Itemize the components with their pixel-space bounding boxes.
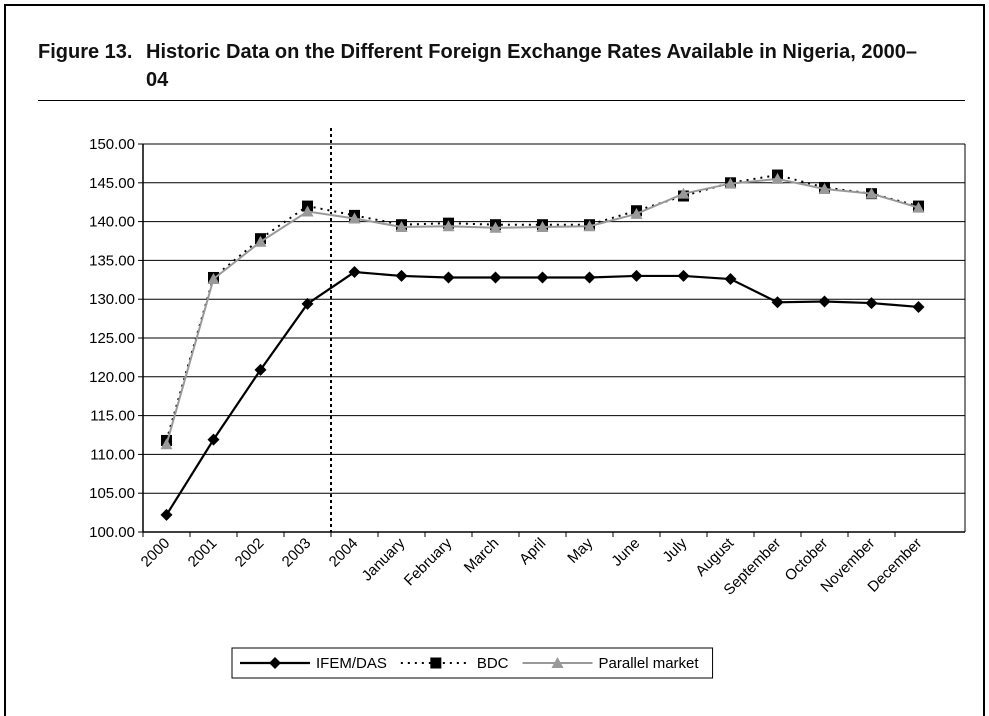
page-frame — [4, 4, 985, 716]
y-tick-label: 135.00 — [89, 252, 135, 269]
marker — [489, 221, 502, 233]
x-tick-label: 2002 — [232, 535, 268, 571]
marker — [254, 235, 267, 247]
marker — [395, 269, 408, 282]
x-tick-label: 2003 — [279, 535, 315, 571]
marker — [160, 508, 173, 521]
marker — [207, 273, 220, 285]
marker — [254, 363, 267, 376]
y-tick-label: 140.00 — [89, 214, 135, 231]
marker — [912, 300, 925, 313]
marker — [395, 221, 408, 233]
x-tick-label: February — [401, 534, 456, 589]
x-tick-label: 2001 — [185, 535, 221, 571]
marker — [551, 657, 564, 668]
marker — [724, 273, 737, 286]
legend-label: Parallel market — [599, 655, 700, 672]
series-line — [165, 174, 919, 441]
x-tick-label: June — [608, 535, 643, 570]
marker — [865, 187, 878, 199]
marker — [677, 269, 690, 282]
marker — [912, 201, 925, 213]
legend: IFEM/DAS BDC Parallel market — [231, 647, 714, 679]
legend-label: BDC — [477, 655, 509, 672]
marker — [771, 172, 784, 184]
marker — [442, 271, 455, 284]
marker — [583, 220, 596, 232]
y-tick-label: 130.00 — [89, 291, 135, 308]
x-tick-label: May — [564, 534, 596, 566]
x-tick-label: 2000 — [138, 535, 174, 571]
marker — [583, 271, 596, 284]
y-tick-label: 150.00 — [89, 136, 135, 153]
marker — [818, 183, 831, 195]
y-tick-label: 145.00 — [89, 175, 135, 192]
x-tick-label: April — [516, 535, 549, 568]
marker — [771, 296, 784, 309]
chart-title: Historic Data on the Different Foreign E… — [146, 41, 917, 91]
marker — [301, 297, 314, 310]
title-rule — [38, 100, 965, 101]
marker — [301, 205, 314, 217]
x-tick-label: March — [461, 535, 502, 576]
marker — [630, 269, 643, 282]
marker — [536, 271, 549, 284]
marker — [630, 207, 643, 219]
figure-label: Figure 13. — [38, 41, 133, 63]
marker — [348, 212, 361, 224]
marker — [489, 271, 502, 284]
marker — [207, 433, 220, 446]
marker — [160, 438, 173, 450]
marker — [818, 295, 831, 308]
marker — [348, 266, 361, 279]
x-tick-label: August — [692, 534, 738, 580]
marker — [442, 220, 455, 232]
marker — [430, 657, 442, 669]
series-line — [165, 177, 919, 445]
y-tick-label: 105.00 — [89, 485, 135, 502]
y-tick-label: 110.00 — [90, 446, 135, 463]
y-tick-label: 100.00 — [89, 524, 135, 541]
title-block: Figure 13. Historic Data on the Differen… — [38, 38, 918, 94]
x-tick-label: 2004 — [326, 535, 362, 571]
legend-box — [231, 647, 714, 679]
legend-label: IFEM/DAS — [316, 655, 387, 672]
y-tick-label: 115.00 — [90, 408, 135, 425]
y-tick-label: 120.00 — [89, 369, 135, 386]
series-line — [165, 270, 919, 516]
x-tick-label: July — [659, 534, 690, 565]
marker — [865, 297, 878, 310]
marker — [269, 657, 281, 669]
y-tick-label: 125.00 — [89, 330, 135, 347]
marker — [677, 187, 690, 199]
marker — [724, 177, 737, 189]
marker — [536, 221, 549, 233]
